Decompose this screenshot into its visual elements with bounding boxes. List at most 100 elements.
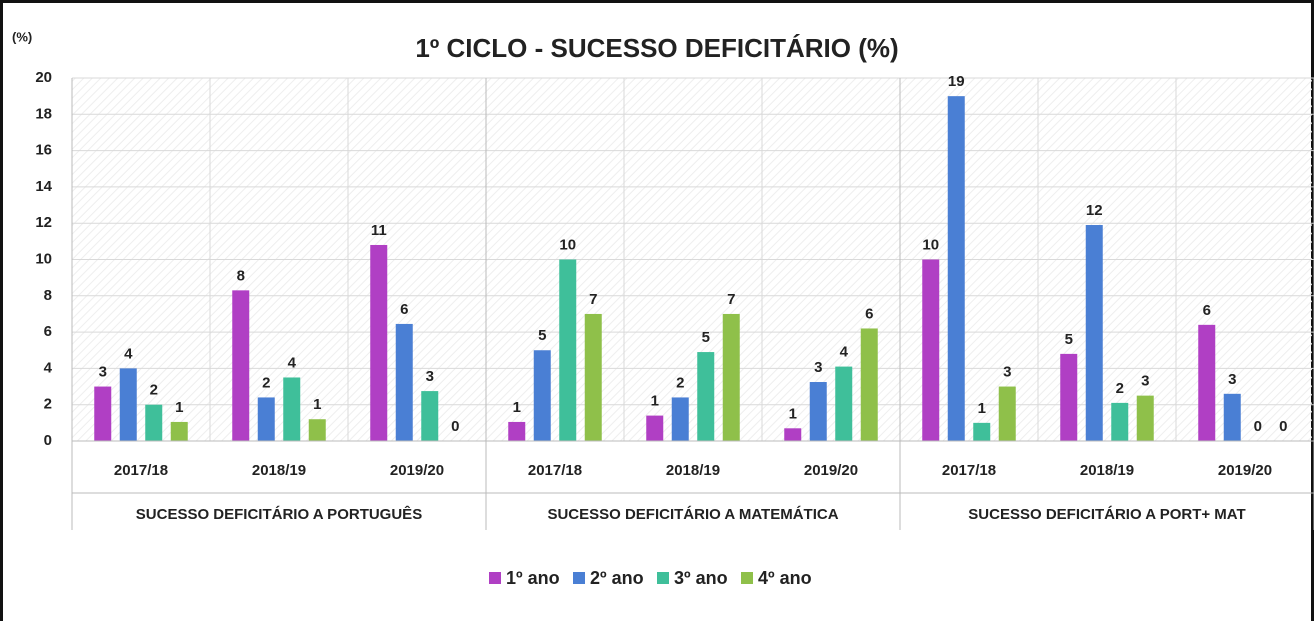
bar (947, 96, 965, 442)
data-label: 7 (589, 291, 597, 308)
group-label: SUCESSO DEFICITÁRIO A MATEMÁTICA (547, 506, 838, 523)
data-label: 5 (538, 327, 546, 344)
bar (809, 382, 827, 441)
legend-label: 3º ano (674, 568, 728, 588)
data-label: 4 (288, 354, 297, 371)
bar (671, 397, 689, 441)
x-tick-label: 2019/20 (804, 462, 858, 479)
data-label: 0 (1279, 418, 1287, 435)
bar (308, 419, 326, 441)
group-label: SUCESSO DEFICITÁRIO A PORT+ MAT (968, 506, 1245, 523)
bar (395, 323, 413, 441)
data-label: 10 (922, 236, 939, 253)
legend-swatch (657, 572, 669, 584)
bar (646, 415, 664, 441)
data-label: 2 (262, 374, 270, 391)
bar (722, 313, 740, 441)
data-label: 4 (124, 345, 133, 362)
data-label: 1 (513, 399, 521, 416)
data-label: 6 (1203, 302, 1211, 319)
x-tick-label: 2017/18 (114, 462, 168, 479)
data-label: 3 (99, 364, 107, 381)
x-tick-label: 2019/20 (1218, 462, 1272, 479)
data-label: 3 (1228, 371, 1236, 388)
bar (170, 421, 188, 441)
bar (283, 377, 301, 441)
y-tick-label: 6 (44, 323, 52, 340)
data-label: 2 (676, 374, 684, 391)
data-label: 1 (789, 405, 797, 422)
x-tick-label: 2018/19 (252, 462, 306, 479)
data-label: 6 (400, 301, 408, 318)
data-label: 5 (1065, 331, 1073, 348)
bar (145, 404, 163, 441)
data-label: 3 (1003, 364, 1011, 381)
data-label: 11 (371, 222, 387, 239)
bar (508, 421, 526, 441)
y-tick-label: 2 (44, 396, 52, 413)
bar (998, 386, 1016, 441)
data-label: 2 (1116, 380, 1124, 397)
bar (421, 391, 439, 441)
bar (1198, 324, 1216, 441)
bar (94, 386, 112, 441)
x-tick-label: 2017/18 (528, 462, 582, 479)
bar (1136, 395, 1154, 441)
data-label: 8 (237, 267, 245, 284)
y-tick-label: 16 (35, 142, 52, 159)
x-tick-label: 2019/20 (390, 462, 444, 479)
data-label: 1 (175, 399, 183, 416)
bar (370, 244, 388, 441)
y-tick-label: 8 (44, 287, 52, 304)
data-label: 12 (1086, 202, 1103, 219)
legend-swatch (741, 572, 753, 584)
bar (1085, 225, 1103, 441)
y-tick-label: 18 (35, 105, 52, 122)
bar (232, 290, 250, 441)
bar (533, 350, 551, 441)
legend-label: 1º ano (506, 568, 560, 588)
y-axis-label: (%) (12, 29, 32, 44)
x-tick-label: 2018/19 (1080, 462, 1134, 479)
data-label: 4 (840, 344, 849, 361)
legend-swatch (489, 572, 501, 584)
data-label: 0 (1254, 418, 1262, 435)
y-tick-label: 14 (35, 178, 52, 195)
data-label: 2 (150, 382, 158, 399)
data-label: 1 (651, 393, 659, 410)
data-label: 3 (426, 368, 434, 385)
bar (922, 259, 940, 441)
data-label: 19 (948, 73, 965, 90)
legend-label: 4º ano (758, 568, 812, 588)
data-label: 5 (702, 329, 710, 346)
bar (257, 397, 275, 441)
data-label: 3 (814, 359, 822, 376)
y-tick-label: 0 (44, 432, 52, 449)
data-label: 7 (727, 291, 735, 308)
bar (559, 259, 577, 441)
data-label: 10 (559, 236, 576, 253)
data-label: 0 (451, 418, 459, 435)
bar (697, 352, 715, 441)
bar (584, 313, 602, 441)
y-tick-label: 20 (35, 69, 52, 86)
data-label: 6 (865, 305, 873, 322)
x-tick-label: 2018/19 (666, 462, 720, 479)
x-tick-label: 2017/18 (942, 462, 996, 479)
bar (1111, 402, 1129, 441)
group-label: SUCESSO DEFICITÁRIO A PORTUGUÊS (136, 505, 422, 523)
bar (1060, 353, 1078, 441)
data-label: 1 (978, 400, 986, 417)
y-tick-label: 12 (35, 214, 52, 231)
data-label: 1 (313, 396, 321, 413)
bar (860, 328, 878, 441)
chart-title: 1º CICLO - SUCESSO DEFICITÁRIO (%) (415, 33, 898, 63)
bar (784, 428, 802, 441)
legend-swatch (573, 572, 585, 584)
y-tick-label: 10 (35, 250, 52, 267)
bar (1223, 393, 1241, 441)
bar (119, 368, 137, 441)
y-tick-label: 4 (44, 359, 53, 376)
